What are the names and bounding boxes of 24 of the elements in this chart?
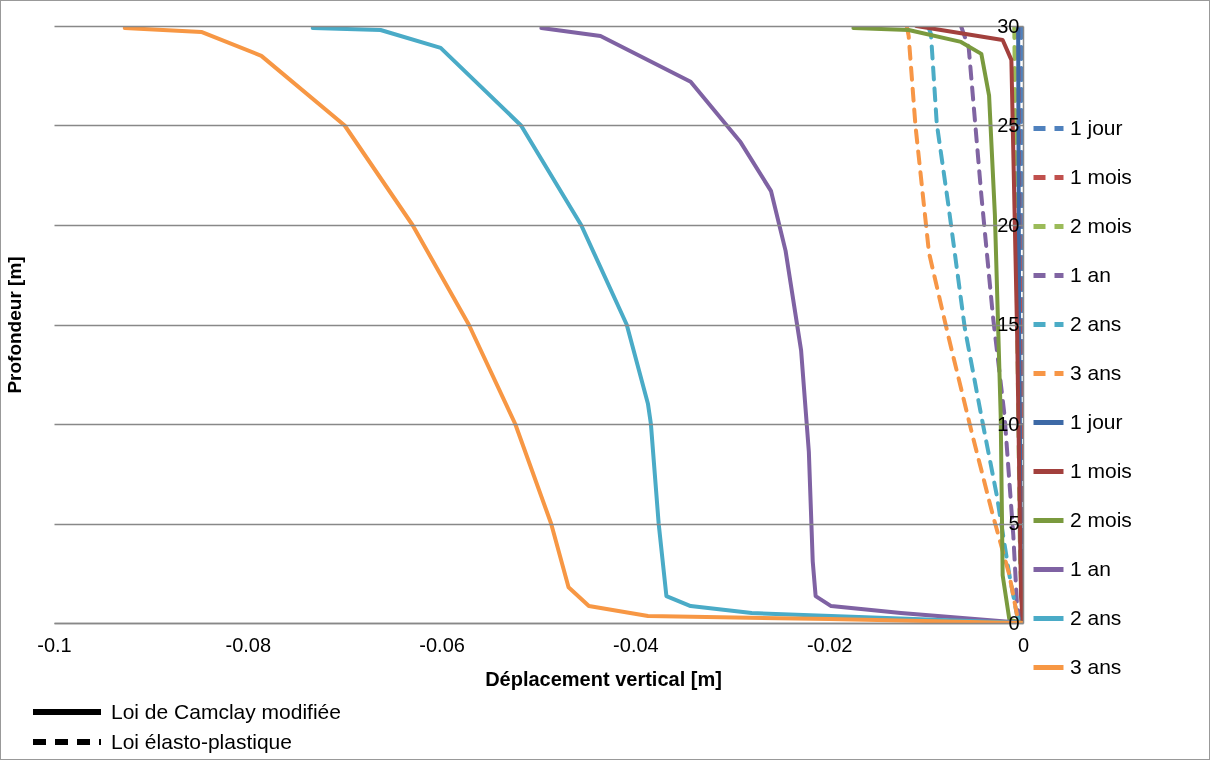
x-tick-label: -0.08 (225, 633, 272, 656)
legend-label: 1 jour (1070, 115, 1123, 139)
x-tick-label: -0.04 (613, 633, 659, 656)
y-tick-label: 10 (997, 412, 1020, 435)
legend-label: 1 jour (1070, 409, 1123, 433)
y-tick-label: 30 (997, 14, 1020, 37)
legend-label: 2 ans (1070, 605, 1122, 629)
legend-label: 1 mois (1070, 164, 1132, 188)
legend-label: 1 an (1070, 262, 1111, 286)
legend-label: 2 mois (1070, 507, 1132, 531)
legend-label: 3 ans (1070, 654, 1122, 678)
text: Loi de Camclay modifiée (111, 699, 341, 725)
x-tick-label: -0.02 (806, 633, 853, 656)
x-tick-label: -0.1 (37, 633, 72, 656)
y-axis-title: Profondeur [m] (3, 256, 25, 394)
x-axis-title: Déplacement vertical [m] (485, 667, 722, 690)
legend-label: 1 mois (1070, 458, 1132, 482)
legend-label: 3 ans (1070, 360, 1122, 384)
legend-label: 2 ans (1070, 311, 1122, 335)
legend-label: 2 mois (1070, 213, 1132, 237)
x-tick-label: -0.06 (419, 633, 465, 656)
legend-label: 1 an (1070, 556, 1111, 580)
y-tick-label: 0 (1008, 611, 1020, 634)
text: Loi élasto-plastique (111, 729, 292, 755)
